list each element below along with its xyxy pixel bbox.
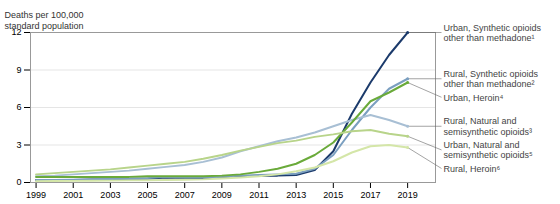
svg-text:Urban, Heroin⁴: Urban, Heroin⁴: [444, 93, 504, 103]
svg-text:2009: 2009: [212, 190, 232, 200]
svg-text:2011: 2011: [249, 190, 268, 200]
svg-text:2003: 2003: [100, 190, 120, 200]
svg-text:3: 3: [16, 140, 21, 150]
svg-text:12: 12: [11, 27, 22, 38]
svg-text:Urban, Natural andsemisyntheti: Urban, Natural andsemisynthetic opioids⁵: [444, 140, 534, 160]
svg-text:1999: 1999: [26, 190, 46, 200]
svg-text:Rural, Synthetic opioidsother: Rural, Synthetic opioidsother than metha…: [444, 69, 539, 89]
svg-text:Rural, Heroin⁶: Rural, Heroin⁶: [444, 164, 501, 174]
svg-text:2005: 2005: [138, 190, 158, 200]
svg-text:2015: 2015: [323, 190, 343, 200]
svg-text:9: 9: [16, 65, 21, 75]
svg-text:0: 0: [16, 177, 21, 187]
svg-text:2007: 2007: [175, 190, 195, 200]
svg-text:Deaths per 100,000standard pop: Deaths per 100,000standard population: [5, 10, 84, 31]
svg-text:2013: 2013: [286, 190, 306, 200]
svg-text:2019: 2019: [398, 190, 418, 200]
svg-text:6: 6: [16, 102, 21, 112]
svg-text:2017: 2017: [360, 190, 380, 200]
svg-text:Rural, Natural andsemisyntheti: Rural, Natural andsemisynthetic opioids³: [444, 116, 533, 136]
svg-text:Urban, Synthetic opioidsother: Urban, Synthetic opioidsother than metha…: [444, 23, 542, 43]
svg-text:2001: 2001: [63, 190, 83, 200]
